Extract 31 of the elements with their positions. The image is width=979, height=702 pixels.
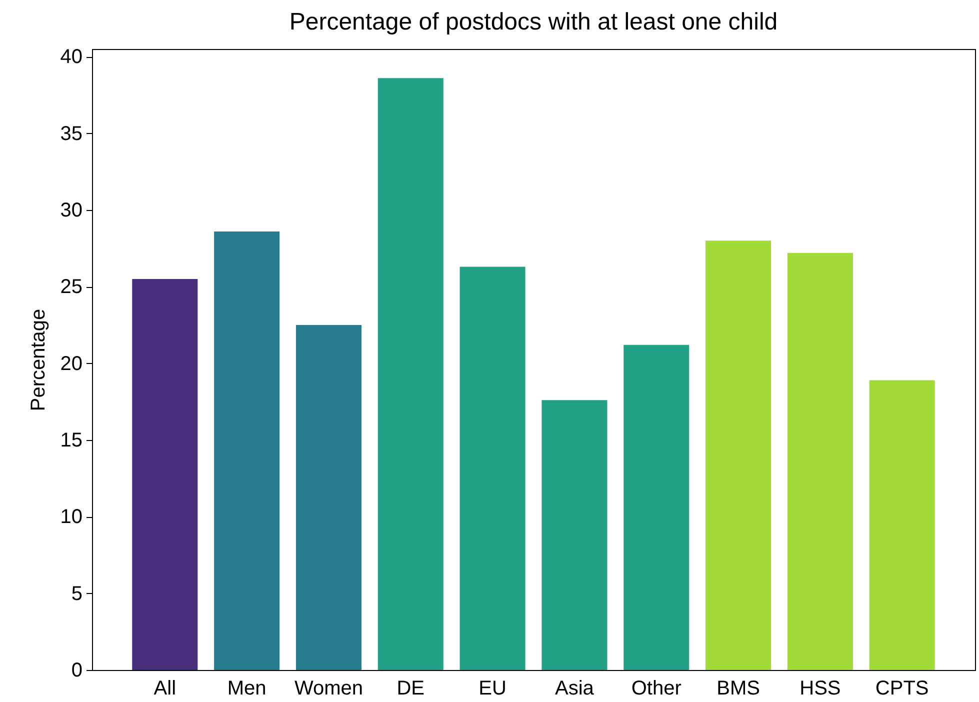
y-tick-label: 30	[60, 200, 82, 222]
x-tick-label: Men	[227, 678, 266, 700]
bar	[460, 266, 526, 670]
bar	[787, 252, 853, 670]
y-tick-label: 20	[60, 352, 82, 375]
y-tick-label: 5	[71, 582, 82, 605]
y-tick-label: 0	[71, 660, 82, 682]
x-tick-label: Women	[294, 678, 363, 700]
y-axis-title: Percentage	[27, 308, 50, 412]
y-tick-label: 25	[60, 276, 82, 298]
x-tick-label: Asia	[555, 678, 595, 700]
bar	[132, 279, 198, 670]
x-tick-label: Other	[631, 678, 682, 700]
chart-title: Percentage of postdocs with at least one child	[289, 8, 778, 36]
bar	[542, 400, 608, 670]
bar	[869, 380, 935, 670]
x-tick-label: BMS	[716, 678, 760, 700]
x-tick-label: CPTS	[875, 678, 929, 700]
x-tick-label: EU	[478, 678, 506, 700]
y-tick-label: 10	[60, 506, 82, 528]
x-tick-label: All	[154, 678, 176, 700]
y-tick-label: 40	[60, 46, 82, 68]
bar	[296, 325, 362, 670]
y-tick-label: 15	[60, 430, 82, 452]
bar	[624, 344, 690, 670]
bar	[378, 78, 444, 670]
y-tick-label: 35	[60, 122, 82, 145]
x-tick-label: DE	[396, 678, 425, 700]
x-tick-label: HSS	[800, 678, 841, 700]
bar	[214, 231, 280, 670]
bar	[706, 240, 772, 670]
